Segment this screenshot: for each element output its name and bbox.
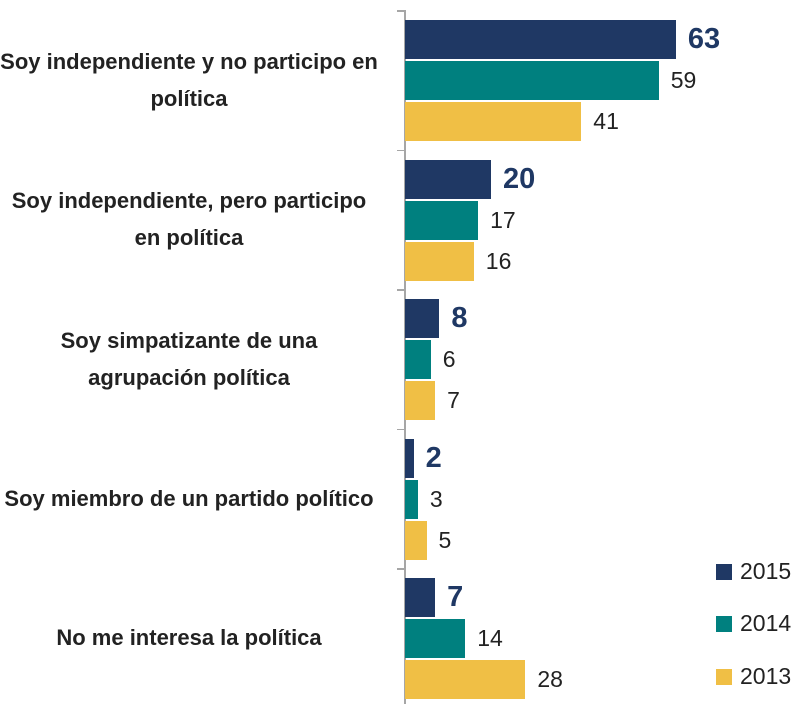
category-tick: [397, 149, 405, 151]
bar: [405, 159, 491, 199]
value-label: 2: [425, 441, 442, 474]
bar: [405, 520, 427, 560]
legend-label: 2015: [740, 557, 792, 584]
value-label: 59: [670, 67, 697, 93]
bar: [405, 381, 436, 420]
category-label: Soy simpatizante de una agrupación polít…: [60, 327, 318, 390]
value-label: 63: [687, 23, 721, 55]
bar: [405, 61, 659, 100]
bar: [405, 340, 431, 379]
value-label: 14: [477, 625, 503, 651]
value-label: 41: [593, 108, 619, 134]
axis-line: [404, 10, 406, 704]
value-label: 20: [503, 162, 536, 195]
bar: [405, 200, 479, 240]
value-label: 28: [537, 666, 563, 692]
category-tick: [397, 568, 405, 570]
bar: [405, 619, 466, 658]
legend-swatch: [716, 563, 732, 580]
value-label: 17: [490, 206, 516, 233]
value-label: 7: [447, 581, 464, 613]
category-tick: [397, 289, 405, 291]
category-label: Soy independiente, pero participo en pol…: [11, 188, 367, 251]
bar: [405, 102, 582, 141]
category-label: No me interesa la política: [56, 625, 322, 651]
legend-swatch: [716, 668, 732, 685]
value-label: 3: [429, 485, 443, 512]
bar: [405, 438, 414, 478]
legend-label: 2013: [740, 662, 792, 689]
legend-label: 2014: [740, 610, 792, 636]
bar: [405, 660, 526, 699]
bar: [405, 578, 436, 617]
bar: [405, 20, 676, 59]
category-tick: [397, 10, 405, 12]
category-tick: [397, 428, 405, 430]
bar: [405, 299, 440, 338]
category-label: Soy miembro de un partido político: [4, 485, 374, 511]
bar: [405, 241, 474, 281]
bar: [405, 479, 418, 519]
value-label: 6: [442, 346, 456, 372]
category-label: Soy independiente y no participo en polí…: [0, 48, 378, 111]
value-label: 7: [447, 387, 460, 413]
value-label: 5: [438, 526, 452, 553]
value-label: 8: [451, 302, 468, 334]
value-label: 16: [485, 247, 512, 274]
legend-swatch: [716, 616, 732, 632]
